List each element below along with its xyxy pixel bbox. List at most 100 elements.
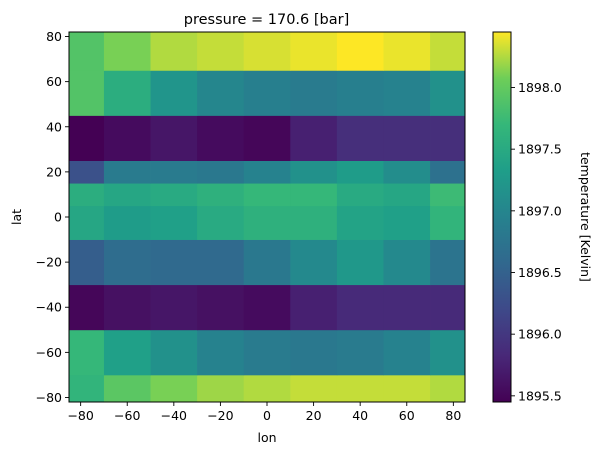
heatmap-cell [290,32,338,71]
colorbar-tick-label: 1897.0 [518,203,562,218]
heatmap-cell [150,115,198,161]
heatmap-cell [197,183,245,207]
heatmap-cell [336,115,384,161]
heatmap-cell [336,160,384,184]
heatmap-cell [430,160,466,184]
heatmap-cell [69,115,105,161]
y-tick-label: −60 [36,345,62,360]
heatmap-cell [103,115,151,161]
heatmap-cell [336,70,384,116]
heatmap-cell [197,239,245,286]
heatmap-cell [383,160,431,184]
heatmap-cell [69,32,105,71]
heatmap-cell [197,284,245,331]
colorbar-tick-label: 1896.5 [518,265,562,280]
x-tick-label: −60 [114,408,140,423]
heatmap-cell [290,205,338,240]
heatmap-cell [290,374,338,403]
y-tick-label: 40 [46,119,62,134]
heatmap-cell [103,183,151,207]
heatmap-cell [197,115,245,161]
heatmap-cell [69,239,105,286]
heatmap-cell [103,205,151,240]
heatmap-cell [69,284,105,331]
y-tick-label: 60 [46,74,62,89]
heatmap-cell [243,70,291,116]
heatmap-cell [69,374,105,403]
x-tick-label: −80 [67,408,93,423]
heatmap-cell [150,160,198,184]
heatmap-cell [383,374,431,403]
heatmap-cell [197,70,245,116]
heatmap-cell [150,284,198,331]
heatmap-cell [430,329,466,376]
heatmap-cell [243,160,291,184]
colorbar-label: temperature [Kelvin] [578,152,593,282]
heatmap-cell [243,205,291,240]
heatmap-cell [290,183,338,207]
heatmap-cell [383,239,431,286]
heatmap-cell [103,374,151,403]
heatmap-cell [430,205,466,240]
heatmap-cell [290,70,338,116]
heatmap-cell [383,70,431,116]
heatmap-cell [150,374,198,403]
heatmap-cell [197,205,245,240]
heatmap-cell [243,329,291,376]
heatmap-cell [69,70,105,116]
heatmap-cell [383,205,431,240]
heatmap-cell [383,329,431,376]
heatmap-cell [336,284,384,331]
x-tick-label: 60 [399,408,415,423]
y-tick-label: 80 [46,29,62,44]
heatmap-cell [430,115,466,161]
heatmap-cell [69,205,105,240]
heatmap-cell [150,329,198,376]
heatmap-cell [430,32,466,71]
heatmap-cell [69,160,105,184]
heatmap-cell [103,160,151,184]
heatmap-cell [290,160,338,184]
heatmap-cell [103,329,151,376]
x-tick-label: 80 [445,408,461,423]
colorbar-tick-label: 1898.0 [518,80,562,95]
heatmap-cell [383,115,431,161]
heatmap-cell [243,284,291,331]
x-tick-label: 40 [352,408,368,423]
heatmap-cell [150,205,198,240]
y-tick-label: −20 [36,255,62,270]
heatmap-cell [197,160,245,184]
heatmap-cell [103,32,151,71]
heatmap-cell [69,183,105,207]
heatmap-cell [290,115,338,161]
heatmap-cell [243,183,291,207]
heatmap-cell [336,329,384,376]
colorbar-ticks: 1895.5 1896.0 1896.5 1897.0 1897.5 1898.0 [511,80,562,403]
heatmap-cell [243,239,291,286]
heatmap-cell [243,32,291,71]
y-axis: −80 −60 −40 −20 0 20 40 60 80 [36,29,69,405]
heatmap-cell [430,374,466,403]
heatmap-cell [103,284,151,331]
x-axis: −80 −60 −40 −20 0 20 40 60 80 [67,402,461,423]
x-tick-label: 20 [306,408,322,423]
heatmap-cells [69,32,466,403]
heatmap-cell [383,183,431,207]
heatmap-cell [150,183,198,207]
x-tick-label: 0 [263,408,271,423]
y-axis-label: lat [9,209,24,225]
heatmap-cell [430,70,466,116]
heatmap-cell [197,32,245,71]
y-tick-label: 20 [46,164,62,179]
heatmap-cell [150,70,198,116]
heatmap-cell [243,374,291,403]
y-tick-label: 0 [54,210,62,225]
x-axis-label: lon [257,430,276,445]
x-tick-label: −20 [207,408,233,423]
heatmap-cell [150,32,198,71]
heatmap-cell [336,239,384,286]
colorbar-tick-label: 1896.0 [518,327,562,342]
heatmap-cell [243,115,291,161]
heatmap-cell [336,32,384,71]
